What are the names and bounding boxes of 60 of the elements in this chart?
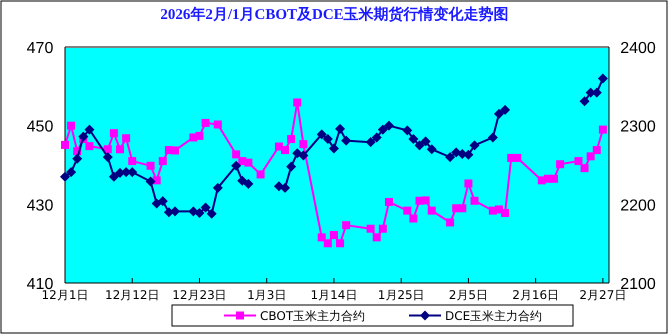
point: [316, 129, 327, 140]
point: [212, 182, 223, 193]
point: [322, 134, 333, 144]
x-tick-label: 1月14日: [310, 288, 358, 302]
point: [420, 136, 431, 146]
point: [580, 96, 590, 106]
point: [66, 167, 76, 178]
point: [286, 162, 296, 172]
x-tick-label: 2月5日: [448, 288, 488, 302]
y-tick-label: 450: [26, 118, 54, 136]
y-tick-label: 430: [26, 197, 54, 214]
point: [72, 154, 82, 164]
x-tick-label: 1月25日: [378, 288, 425, 302]
point: [280, 182, 290, 193]
x-tick-label: 12月12日: [104, 288, 160, 302]
point: [158, 196, 168, 206]
point: [598, 73, 608, 84]
point: [445, 152, 456, 162]
point: [470, 140, 480, 150]
point: [402, 125, 412, 136]
point: [384, 120, 394, 131]
x-tick-label: 2月16日: [512, 288, 560, 302]
point: [108, 172, 119, 182]
legend-label: DCE玉米主力合约: [445, 309, 542, 323]
y2-tick-label: 2400: [620, 40, 656, 57]
x-tick-label: 1月3日: [247, 288, 286, 302]
point: [200, 202, 211, 212]
point: [426, 144, 437, 154]
y2-tick-label: 2200: [620, 197, 656, 214]
point: [328, 143, 339, 154]
point: [494, 108, 504, 119]
point: [372, 132, 382, 142]
point: [414, 140, 425, 150]
point: [102, 152, 113, 162]
point: [488, 132, 498, 142]
x-tick-label: 2月27日: [579, 288, 626, 302]
legend-label: CBOT玉米主力合约: [260, 309, 366, 323]
point: [206, 208, 217, 219]
point: [408, 134, 418, 144]
point: [335, 124, 346, 134]
point: [194, 208, 204, 218]
chart-title: 2026年2月/1月CBOT及DCE玉米期货行情变化走势图: [160, 5, 509, 23]
point: [170, 206, 180, 216]
point: [60, 172, 70, 182]
point: [243, 178, 254, 189]
point: [231, 160, 242, 171]
point: [78, 132, 88, 142]
point: [292, 148, 302, 158]
point: [500, 104, 510, 115]
y-tick-label: 470: [26, 40, 54, 57]
point: [366, 137, 376, 148]
point: [152, 198, 162, 209]
y2-tick-label: 2300: [620, 118, 656, 136]
point: [298, 150, 308, 161]
point: [84, 124, 94, 135]
point: [341, 136, 352, 146]
point: [378, 124, 388, 135]
x-tick-label: 12月23日: [172, 288, 227, 302]
point: [237, 176, 248, 186]
point: [146, 176, 156, 187]
